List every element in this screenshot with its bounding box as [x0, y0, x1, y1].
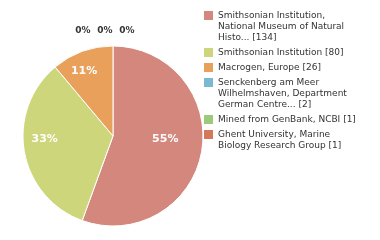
svg-text:11%: 11% [71, 64, 97, 77]
svg-text:55%: 55% [152, 132, 178, 145]
html-text:Smithsonian Institution [80]: Smithsonian Institution [80] [218, 47, 344, 57]
html-text:Senckenberg am Meer Wilhelmsha: Senckenberg am Meer Wilhelmshaven, Depar… [218, 77, 347, 109]
html-text:Mined from GenBank, NCBI [1]: Mined from GenBank, NCBI [1] [218, 114, 356, 124]
svg-text:0%: 0% [75, 25, 90, 35]
html-text:Smithsonian Institution, Natio: Smithsonian Institution, National Museum… [218, 10, 345, 42]
svg-text:0%: 0% [97, 25, 112, 35]
svg-text:0%: 0% [119, 25, 134, 35]
svg-text:33%: 33% [32, 132, 58, 145]
html-text:Ghent University, Marine Biolo: Ghent University, Marine Biology Researc… [218, 129, 342, 150]
html-text:Macrogen, Europe [26]: Macrogen, Europe [26] [218, 62, 321, 72]
